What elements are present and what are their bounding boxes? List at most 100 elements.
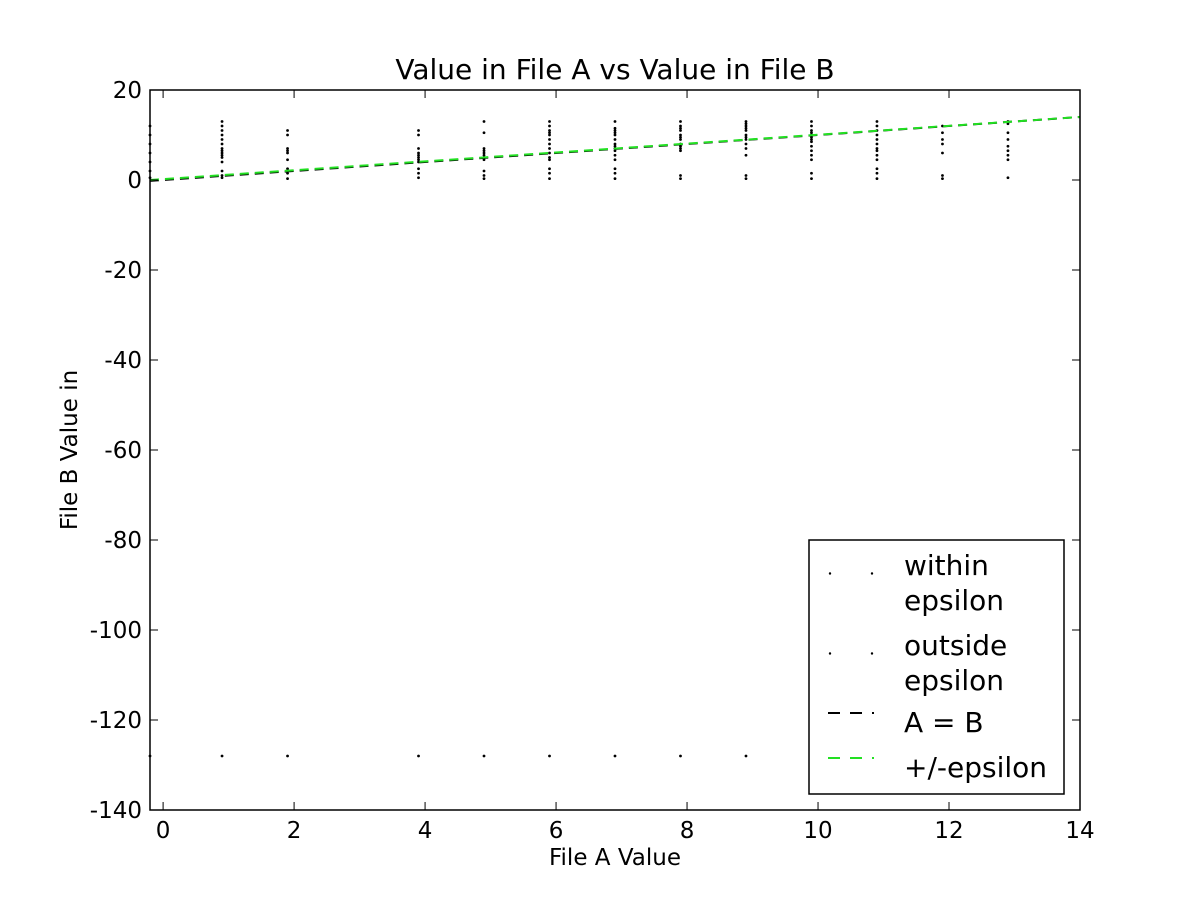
data-point: [548, 131, 551, 135]
data-point: [417, 160, 420, 164]
data-point: [548, 167, 551, 171]
data-point: [220, 174, 224, 177]
data-point: [417, 151, 420, 155]
data-point: [679, 147, 682, 150]
data-point: [482, 147, 486, 150]
data-point: [810, 153, 813, 157]
data-point: [482, 169, 486, 173]
x-tick-label: 10: [803, 818, 832, 844]
data-point: [548, 138, 551, 141]
legend-frame: [808, 539, 1065, 795]
data-point: [679, 133, 682, 137]
data-point: [220, 153, 224, 157]
data-point: [810, 138, 813, 141]
data-point: [286, 149, 289, 153]
data-point: [220, 138, 224, 141]
data-point: [744, 153, 748, 157]
data-point: [286, 754, 289, 758]
data-point: [875, 153, 879, 157]
data-point: [810, 129, 813, 132]
data-point: [482, 754, 486, 758]
data-point: [613, 153, 617, 157]
data-point: [220, 129, 224, 132]
ticks-layer: 0 2 4 6 8 10 12 14 20 0 -20 -40 -60 -80 -100 -120 -140: [90, 78, 1095, 844]
data-point: [875, 133, 879, 137]
data-point: [482, 149, 486, 153]
data-point: [548, 120, 551, 123]
x-tick-label: 8: [680, 818, 695, 844]
data-point: [548, 158, 551, 162]
x-axis-label: File A Value: [549, 845, 681, 871]
data-point: [548, 156, 551, 159]
data-point: [810, 158, 813, 162]
data-point: [744, 122, 748, 126]
data-point: [286, 147, 289, 150]
data-point: [875, 142, 879, 146]
data-point: [810, 149, 813, 153]
data-point: [548, 147, 551, 150]
data-point: [875, 124, 879, 128]
y-tick-label: -40: [104, 348, 142, 374]
data-point: [875, 120, 879, 123]
data-point: [482, 120, 486, 123]
data-point: [941, 151, 944, 155]
x-tick-label: 14: [1065, 818, 1094, 844]
data-point: [417, 156, 420, 159]
data-point: [810, 120, 813, 123]
data-point: [482, 177, 486, 181]
data-point: [220, 120, 224, 123]
data-point: [810, 177, 813, 181]
data-point: [1006, 149, 1010, 153]
data-point: [417, 754, 420, 758]
data-point: [417, 133, 420, 137]
x-tick-label: 0: [156, 818, 171, 844]
data-point: [417, 129, 420, 132]
data-point: [613, 126, 617, 130]
data-point: [679, 174, 682, 177]
data-point: [548, 171, 551, 175]
data-point: [548, 129, 551, 132]
x-tick-label: 4: [418, 818, 433, 844]
data-point: [417, 167, 420, 171]
data-point: [744, 147, 748, 150]
data-point: [286, 167, 289, 171]
data-point: [744, 177, 748, 181]
data-point: [679, 126, 682, 130]
data-point: [941, 142, 944, 146]
data-point: [1006, 131, 1010, 135]
x-tick-label: 2: [287, 818, 302, 844]
data-point: [613, 754, 617, 758]
data-point: [417, 171, 420, 175]
data-point: [941, 177, 944, 181]
data-point: [744, 142, 748, 146]
data-point: [220, 160, 224, 164]
data-point: [220, 133, 224, 137]
data-point: [613, 133, 617, 137]
data-point: [613, 171, 617, 175]
data-point: [875, 147, 879, 150]
data-point: [875, 149, 879, 153]
legend-label: within: [904, 549, 989, 582]
y-tick-label: -100: [90, 618, 142, 644]
data-point: [1006, 158, 1010, 162]
data-point: [744, 135, 748, 139]
data-point: [875, 171, 879, 175]
data-point: [613, 144, 617, 148]
data-point: [613, 149, 617, 153]
legend-label: outside: [904, 629, 1007, 662]
data-point: [286, 177, 289, 181]
data-point: [613, 138, 617, 141]
series-line--epsilon: [149, 116, 1081, 181]
legend-label: epsilon: [904, 664, 1004, 697]
data-point: [417, 158, 420, 162]
data-point: [417, 147, 420, 150]
data-point: [875, 158, 879, 162]
legend-marker: [870, 652, 874, 655]
data-point: [810, 131, 813, 135]
legend-label: +/-epsilon: [904, 751, 1047, 784]
data-point: [941, 174, 944, 177]
data-point: [810, 124, 813, 128]
y-axis-label: File B Value in: [57, 370, 83, 530]
data-point: [220, 149, 224, 153]
data-point: [1006, 153, 1010, 157]
